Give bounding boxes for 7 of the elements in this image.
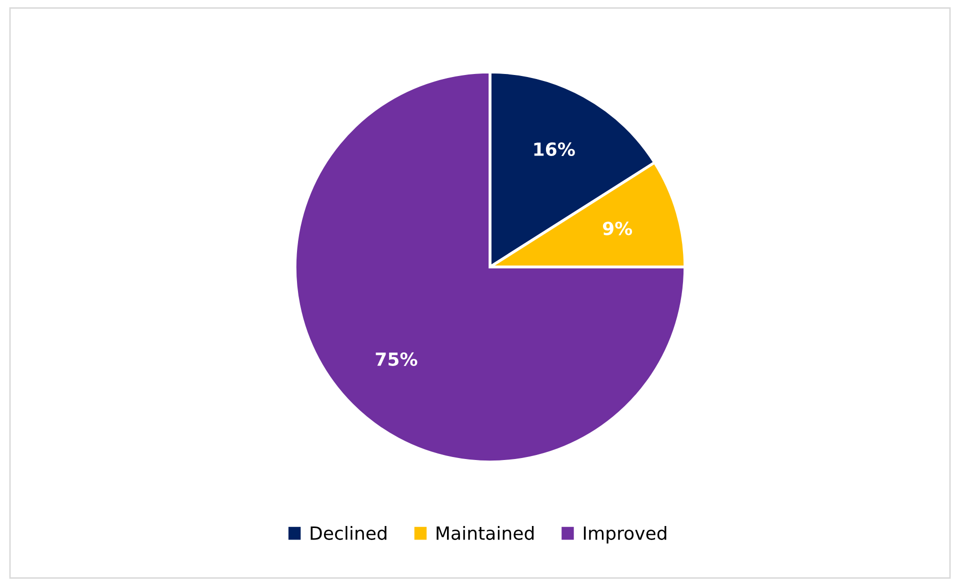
legend-label: Maintained <box>436 526 534 540</box>
legend-label: Improved <box>584 526 666 544</box>
pie-slice <box>294 70 686 464</box>
data-label: 75% <box>376 352 418 366</box>
legend-label: Declined <box>310 526 386 540</box>
data-label: 16% <box>534 142 575 156</box>
data-label: 9% <box>602 222 632 236</box>
